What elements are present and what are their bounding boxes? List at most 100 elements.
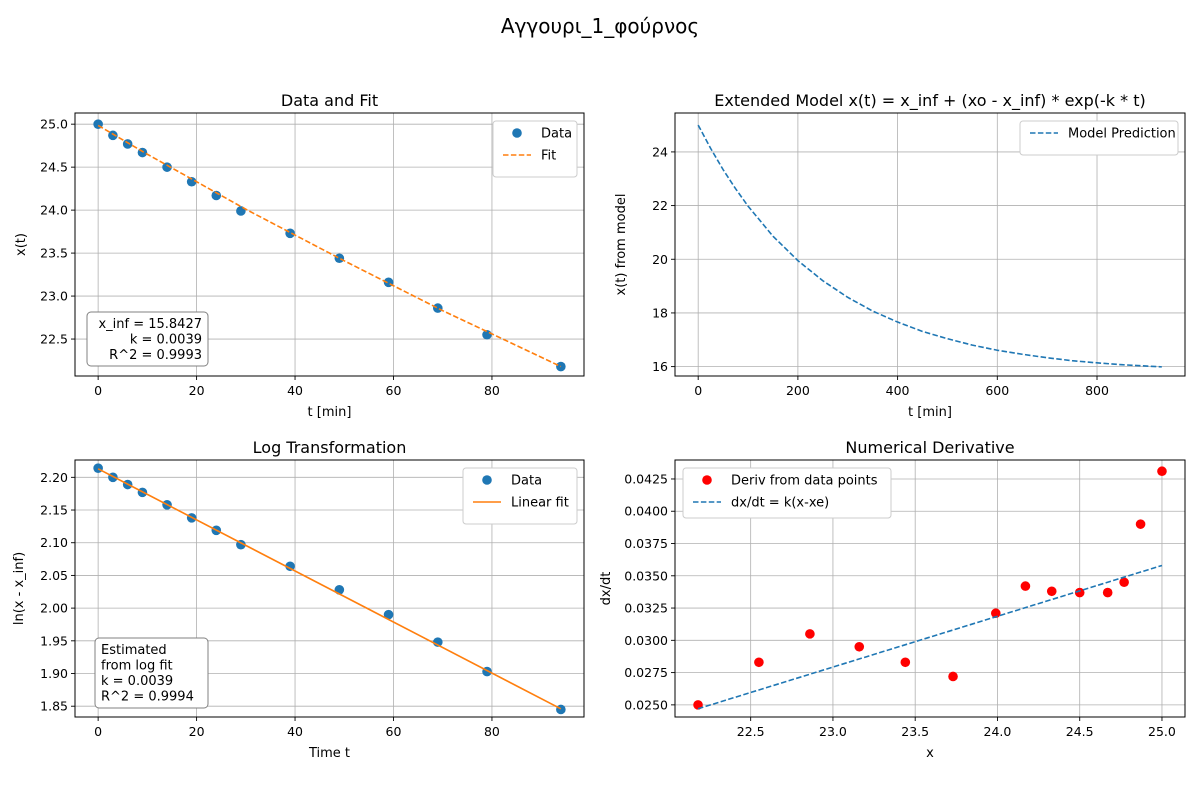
annotation-line: R^2 = 0.9994	[101, 690, 194, 705]
x-tick-label: 400	[886, 383, 910, 398]
y-tick-label: 22.5	[40, 332, 68, 347]
plot-p4: 22.5 23.0 23.5 24.0 24.5 25.0 0.0250 0.0275 0.03…	[599, 438, 1186, 761]
y-tick-label: 1.95	[40, 633, 68, 648]
y-tick-label: 2.00	[40, 601, 68, 616]
y-tick-label: 24.5	[40, 160, 68, 175]
y-tick-label: 0.0400	[624, 504, 668, 519]
legend-label: Data	[511, 474, 542, 489]
x-axis-label: t [min]	[308, 405, 352, 420]
data-point	[432, 303, 443, 313]
data-point	[383, 609, 394, 620]
legend-marker	[702, 475, 712, 485]
legend-label: Fit	[541, 149, 556, 164]
data-point	[211, 190, 222, 201]
x-tick-label: 23.5	[901, 724, 929, 739]
data-point	[93, 463, 103, 473]
figure-title: Αγγουρι_1_φούρνος	[501, 14, 699, 38]
annotation-box	[94, 637, 209, 709]
data-point	[1157, 466, 1167, 477]
y-tick-label: 2.10	[40, 535, 68, 550]
x-tick-label: 80	[484, 383, 500, 398]
x-tick-label: 0	[694, 383, 702, 398]
axes-frame	[674, 112, 1186, 377]
x-tick-label: 23.0	[819, 724, 847, 739]
series-group	[93, 463, 566, 715]
data-point	[1074, 587, 1085, 598]
x-tick-label: 800	[1085, 383, 1109, 398]
y-tick-label: 22	[652, 198, 668, 213]
plot-title: Extended Model x(t) = x_inf + (xo - x_in…	[714, 91, 1145, 111]
data-point	[1135, 519, 1146, 529]
x-tick-label: 20	[189, 383, 205, 398]
data-point	[1102, 587, 1113, 598]
data-point	[162, 162, 172, 172]
y-tick-label: 0.0425	[624, 471, 668, 486]
y-tick-label: 0.0275	[624, 665, 668, 680]
y-tick-label: 23.0	[40, 289, 68, 304]
data-point	[334, 253, 345, 264]
plot-title: Log Transformation	[253, 438, 407, 457]
legend: Data Linear fit	[462, 467, 578, 525]
annotation-line: from log fit	[101, 659, 173, 674]
data-point	[556, 361, 566, 372]
y-axis-label: x(t)	[14, 233, 29, 256]
x-tick-label: 80	[484, 724, 500, 739]
y-tick-label: 23.5	[40, 246, 68, 261]
series-group	[697, 124, 1162, 368]
y-tick-label: 24.0	[40, 203, 68, 218]
annotation-line: Estimated	[101, 643, 167, 658]
x-tick-label: 40	[287, 724, 303, 739]
legend: Deriv from data points dx/dt = k(x-xe)	[682, 467, 892, 519]
annotation-line: k = 0.0039	[130, 333, 202, 348]
y-tick-label: 24	[652, 144, 668, 159]
legend: Model Prediction	[1019, 120, 1179, 156]
plots-container: 0 20 40 60 80 22.5 23.0 23.5 24.0 24.5 25.0 Data an…	[12, 91, 1186, 761]
x-tick-label: 0	[94, 724, 102, 739]
x-tick-label: 22.5	[737, 724, 765, 739]
data-point	[186, 176, 197, 187]
y-tick-label: 0.0250	[624, 697, 668, 712]
data-point	[1046, 586, 1057, 597]
data-point	[285, 561, 295, 572]
y-tick-label: 0.0300	[624, 633, 668, 648]
legend-box	[1019, 120, 1179, 156]
plot-p1: 0 20 40 60 80 22.5 23.0 23.5 24.0 24.5 25.0 Data an…	[14, 91, 585, 420]
legend: Data Fit	[492, 120, 578, 178]
x-axis-label: x	[926, 746, 934, 761]
x-tick-label: 60	[386, 383, 402, 398]
data-point	[854, 641, 865, 652]
annotation-box	[86, 311, 209, 367]
plot-title: Numerical Derivative	[845, 438, 1014, 457]
data-point	[1119, 577, 1129, 588]
data-point	[805, 629, 815, 639]
legend-label: dx/dt = k(x-xe)	[731, 496, 829, 511]
axes-frame	[74, 459, 585, 718]
annotation-line: x_inf = 15.8427	[98, 317, 202, 332]
x-axis-label: Time t	[308, 746, 350, 761]
x-tick-label: 0	[94, 383, 102, 398]
data-point	[482, 329, 492, 340]
data-point	[122, 139, 133, 149]
data-point	[754, 657, 764, 668]
annotation-line: R^2 = 0.9993	[109, 348, 202, 363]
legend-label: Data	[541, 127, 572, 142]
legend-marker	[512, 128, 522, 138]
x-tick-label: 25.0	[1148, 724, 1176, 739]
x-tick-label: 40	[287, 383, 303, 398]
legend-label: Linear fit	[511, 496, 569, 511]
y-axis-label: x(t) from model	[614, 194, 629, 296]
x-axis-label: t [min]	[908, 405, 952, 420]
data-point	[900, 657, 911, 668]
y-axis-label: ln(x - x_inf)	[12, 552, 27, 625]
axes-frame	[674, 459, 1186, 718]
y-tick-label: 1.90	[40, 666, 68, 681]
legend-box	[462, 467, 578, 525]
series-line	[97, 124, 562, 368]
data-point	[1020, 581, 1031, 591]
series-line	[97, 468, 562, 710]
y-tick-label: 2.20	[40, 470, 68, 485]
x-tick-label: 24.0	[984, 724, 1012, 739]
legend-label: Model Prediction	[1068, 127, 1176, 142]
